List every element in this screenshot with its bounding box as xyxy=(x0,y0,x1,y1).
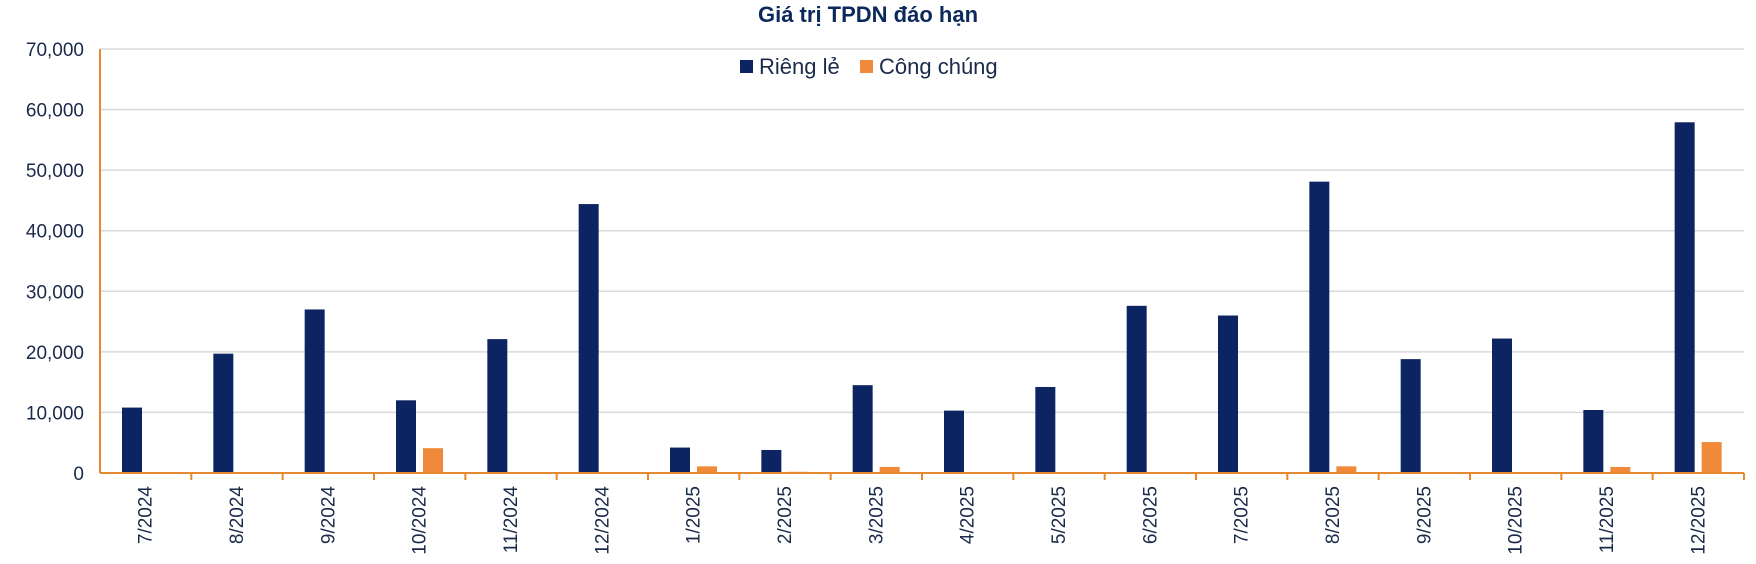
bar-rieng-le xyxy=(122,407,142,473)
bar-rieng-le xyxy=(213,353,234,473)
y-tick-label: 30,000 xyxy=(26,282,84,303)
bar-rieng-le xyxy=(944,410,964,473)
y-tick-label: 20,000 xyxy=(26,343,84,364)
x-tick-label: 1/2025 xyxy=(684,486,705,544)
y-tick-label: 40,000 xyxy=(26,222,84,243)
bar-rieng-le xyxy=(487,339,508,473)
bar-rieng-le xyxy=(1674,122,1695,473)
legend-swatch xyxy=(860,60,873,73)
x-axis-ticks: 7/2024 8/2024 9/2024 10/2024 11/2024 12/2024 1… xyxy=(136,486,1710,555)
legend-label: Công chúng xyxy=(879,54,998,79)
bar-cong-chung xyxy=(1701,442,1722,473)
bar-rieng-le xyxy=(1583,410,1604,473)
bar-cong-chung xyxy=(1610,466,1631,473)
y-tick-label: 70,000 xyxy=(26,40,84,61)
bar-cong-chung xyxy=(1336,466,1357,473)
x-tick-label: 3/2025 xyxy=(866,486,887,544)
x-tick-label: 9/2025 xyxy=(1414,486,1435,544)
y-tick-label: 60,000 xyxy=(26,101,84,122)
x-tick-label: 2/2025 xyxy=(775,486,796,544)
bars xyxy=(122,122,1722,473)
bar-rieng-le xyxy=(304,309,325,473)
chart-title: Giá trị TPDN đáo hạn xyxy=(758,2,978,27)
y-axis-ticks: 0 10,000 20,000 30,000 40,000 50,000 60,000 70,… xyxy=(26,40,84,485)
x-tick-label: 6/2025 xyxy=(1140,486,1161,544)
bar-cong-chung xyxy=(879,466,900,473)
bar-rieng-le xyxy=(1126,305,1147,473)
x-tick-label: 7/2025 xyxy=(1232,486,1253,544)
legend: Riêng lẻ Công chúng xyxy=(740,54,998,79)
x-tick-label: 7/2024 xyxy=(136,486,157,545)
bar-cong-chung xyxy=(423,448,443,473)
x-tick-label: 11/2025 xyxy=(1597,486,1618,553)
bar-rieng-le xyxy=(578,204,599,473)
x-tick-label: 9/2024 xyxy=(318,486,339,545)
bar-rieng-le xyxy=(761,449,782,473)
axes xyxy=(99,49,1745,480)
x-tick-label: 11/2024 xyxy=(501,486,522,554)
bar-rieng-le xyxy=(670,447,690,473)
x-tick-label: 12/2024 xyxy=(592,486,613,555)
x-tick-label: 8/2025 xyxy=(1323,486,1344,544)
bar-rieng-le xyxy=(1035,386,1056,473)
x-tick-label: 10/2025 xyxy=(1506,486,1527,555)
x-tick-label: 10/2024 xyxy=(410,486,431,555)
y-tick-label: 10,000 xyxy=(26,403,84,424)
bar-rieng-le xyxy=(1400,359,1421,473)
bar-rieng-le xyxy=(1309,181,1330,473)
y-tick-label: 0 xyxy=(73,464,84,485)
legend-label: Riêng lẻ xyxy=(759,54,840,79)
bar-rieng-le xyxy=(1218,315,1238,473)
x-tick-label: 8/2024 xyxy=(227,486,248,545)
grid-lines xyxy=(100,48,1744,414)
y-tick-label: 50,000 xyxy=(26,161,84,182)
bar-rieng-le xyxy=(1492,338,1512,473)
x-tick-label: 12/2025 xyxy=(1688,486,1709,555)
x-tick-label: 5/2025 xyxy=(1049,486,1070,544)
x-tick-label: 4/2025 xyxy=(958,486,979,544)
legend-swatch xyxy=(740,60,753,73)
bar-cong-chung xyxy=(697,466,717,473)
bar-rieng-le xyxy=(396,400,416,473)
bar-rieng-le xyxy=(852,385,873,473)
